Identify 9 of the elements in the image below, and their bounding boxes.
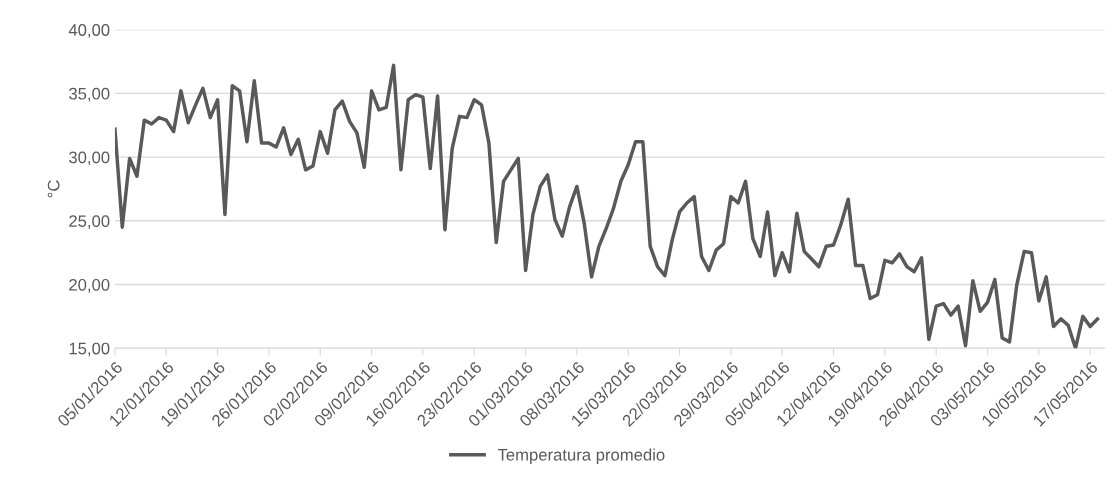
y-tick-label: 30,00 [69,151,110,166]
line-series [114,63,1100,349]
y-axis-title: °C [47,180,60,198]
y-tick-label: 20,00 [69,278,110,293]
y-tick-label: 35,00 [69,87,110,102]
y-tick-label: 15,00 [69,342,110,357]
legend-label: Temperatura promedio [497,448,665,464]
y-tick-label: 25,00 [69,215,110,229]
y-tick-label: 40,00 [68,24,110,38]
